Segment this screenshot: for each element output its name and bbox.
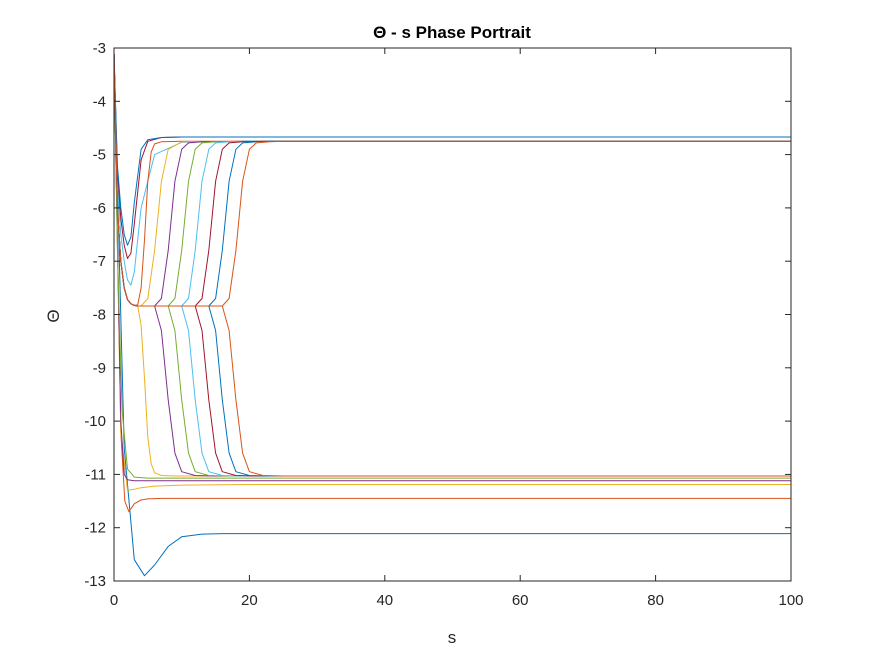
y-tick-label: -6 [93,200,106,217]
x-tick-label: 20 [241,592,258,609]
series-layer [114,53,791,577]
series-line-1 [114,53,791,577]
series-line-23 [114,53,791,477]
series-line-2 [114,53,791,513]
chart-title: Θ - s Phase Portrait [373,23,531,42]
x-tick-label: 80 [647,592,664,609]
x-tick-label: 0 [110,592,118,609]
x-axis-label: s [448,628,457,647]
y-tick-label: -3 [93,40,106,57]
y-axis-ticks: -3 -4 -5 -6 -7 -8 -9 -10 -11 -12 -13 [84,40,791,590]
x-tick-label: 60 [512,592,529,609]
x-tick-label: 100 [778,592,803,609]
y-tick-label: -12 [84,520,106,537]
y-tick-label: -9 [93,360,106,377]
x-tick-label: 40 [376,592,393,609]
y-tick-label: -7 [93,253,106,270]
y-tick-label: -10 [84,413,106,430]
y-tick-label: -8 [93,307,106,324]
x-axis-ticks: 0 20 40 60 80 100 [110,48,804,609]
y-tick-label: -11 [85,466,106,483]
y-tick-label: -4 [93,93,106,110]
y-tick-label: -5 [93,147,106,164]
y-tick-label: -13 [84,573,106,590]
series-line-3 [114,53,791,491]
series-line-4 [114,53,791,482]
series-line-8 [114,53,791,246]
series-line-5 [114,53,791,479]
y-axis-label: Θ [44,309,63,322]
